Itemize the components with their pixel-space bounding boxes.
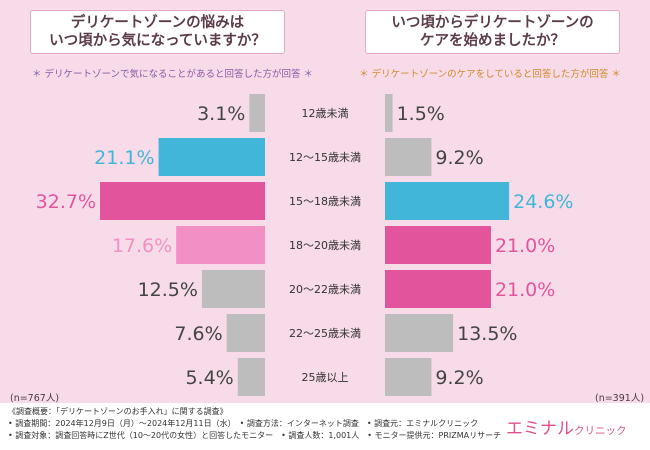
left-bar-6 — [237, 358, 265, 396]
left-question-card: デリケートゾーンの悩みは いつ頃から気になっていますか？ — [30, 10, 285, 54]
right-bar-0 — [385, 94, 393, 132]
category-label-2: 15～18歳未満 — [289, 195, 361, 208]
left-title-line2: いつ頃から気になっていますか？ — [49, 33, 266, 49]
right-bar-5 — [385, 314, 454, 352]
left-bar-0 — [249, 94, 265, 132]
right-title-line2: ケアを始めましたか？ — [420, 33, 565, 49]
category-label-5: 22～25歳未満 — [289, 327, 361, 340]
right-value-label-3: 21.0% — [495, 235, 555, 257]
footer — [0, 403, 650, 450]
left-title-line1: デリケートゾーンの悩みは — [70, 15, 245, 31]
left-bar-5 — [226, 314, 265, 352]
left-value-label-6: 5.4% — [185, 367, 233, 389]
right-value-label-2: 24.6% — [513, 191, 573, 213]
right-bar-4 — [385, 270, 491, 308]
right-bar-1 — [385, 138, 432, 176]
right-bar-2 — [385, 182, 510, 220]
right-value-label-6: 9.2% — [435, 367, 483, 389]
right-value-label-5: 13.5% — [457, 323, 517, 345]
category-label-3: 18～20歳未満 — [289, 239, 361, 252]
left-bar-4 — [201, 270, 265, 308]
right-bar-3 — [385, 226, 491, 264]
footer-survey-title: 《調査概要：「デリケートゾーンのお手入れ」に関する調査》 — [8, 407, 228, 416]
category-label-6: 25歳以上 — [302, 371, 349, 384]
left-value-label-4: 12.5% — [138, 279, 198, 301]
left-value-label-3: 17.6% — [112, 235, 172, 257]
brand-main: エミナル — [506, 419, 574, 439]
right-bar-6 — [385, 358, 432, 396]
left-value-label-0: 3.1% — [197, 103, 245, 125]
right-question-card: いつ頃からデリケートゾーンの ケアを始めましたか？ — [365, 10, 620, 54]
category-label-0: 12歳未満 — [302, 107, 349, 120]
right-value-label-4: 21.0% — [495, 279, 555, 301]
footer-survey-period: • 調査期間：2024年12月9日（月）～2024年12月11日（水） • 調査… — [8, 419, 479, 428]
brand-logo: エミナルクリニック — [506, 414, 627, 439]
left-sample-size: (n=767人) — [10, 393, 60, 404]
right-title-line1: いつ頃からデリケートゾーンの — [391, 15, 594, 31]
left-bar-2 — [100, 182, 265, 220]
right-subtitle: ＊ デリケートゾーンのケアをしていると回答した方が回答 ＊ — [359, 69, 621, 80]
category-label-4: 20～22歳未満 — [289, 283, 361, 296]
right-value-label-0: 1.5% — [397, 103, 445, 125]
right-sample-size: (n=391人) — [595, 393, 645, 404]
left-value-label-2: 32.7% — [36, 191, 96, 213]
brand-sub: クリニック — [574, 425, 627, 437]
left-subtitle: ＊ デリケートゾーンで気になることがあると回答した方が回答 ＊ — [31, 69, 314, 80]
right-value-label-1: 9.2% — [435, 147, 483, 169]
left-value-label-5: 7.6% — [174, 323, 222, 345]
left-bar-3 — [176, 226, 265, 264]
footer-survey-target: • 調査対象：調査回答時にZ世代（10～20代の女性）と回答したモニター • 調… — [8, 431, 502, 440]
category-label-1: 12～15歳未満 — [289, 151, 361, 164]
left-bar-1 — [158, 138, 265, 176]
left-value-label-1: 21.1% — [94, 147, 154, 169]
